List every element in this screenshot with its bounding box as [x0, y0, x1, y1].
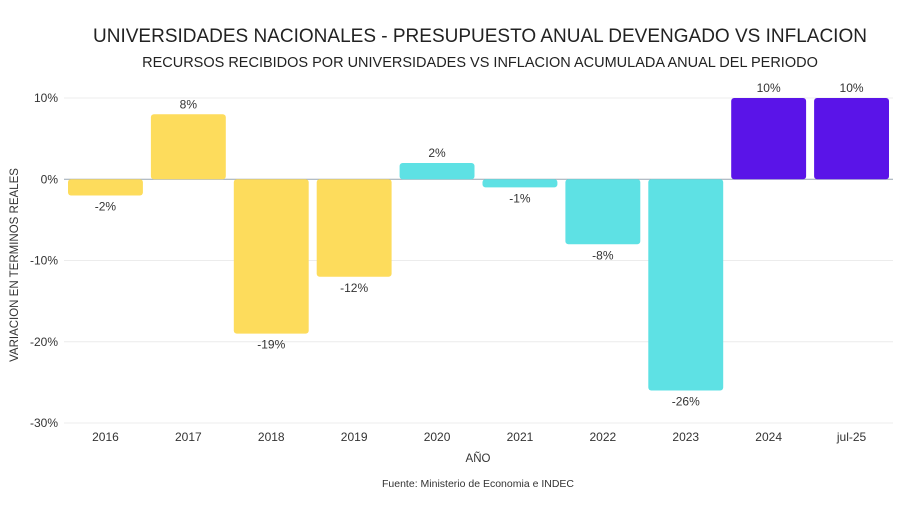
x-tick-label: 2024	[755, 430, 782, 444]
data-label: -1%	[509, 191, 531, 205]
x-tick-label: 2018	[258, 430, 285, 444]
x-tick-label: 2022	[589, 430, 616, 444]
y-axis-label: VARIACION EN TERMINOS REALES	[9, 168, 21, 362]
bar-jul-25	[814, 98, 889, 180]
source-note: Fuente: Ministerio de Economia e INDEC	[382, 478, 574, 490]
data-label: 2%	[428, 146, 446, 160]
y-tick-label: 0%	[41, 172, 59, 186]
x-tick-label: 2023	[672, 430, 699, 444]
bar-2018	[233, 179, 309, 334]
bar-2016	[68, 179, 143, 196]
bar-2019	[316, 179, 392, 277]
bar-2021	[482, 179, 558, 188]
x-axis-label: AÑO	[466, 452, 491, 465]
bar-2023	[648, 179, 724, 391]
x-tick-label: 2017	[175, 430, 202, 444]
x-tick-label: 2016	[92, 430, 119, 444]
bar-2017	[150, 114, 226, 180]
bar-2022	[565, 179, 641, 245]
data-label: -26%	[672, 395, 700, 409]
data-label: -12%	[340, 281, 368, 295]
chart-subtitle: RECURSOS RECIBIDOS POR UNIVERSIDADES VS …	[142, 55, 818, 71]
x-tick-label: jul-25	[836, 430, 867, 444]
x-tick-label: 2019	[341, 430, 368, 444]
y-tick-label: 10%	[34, 91, 58, 105]
data-label: -19%	[257, 338, 285, 352]
data-label: 10%	[757, 81, 781, 95]
data-label: -2%	[95, 200, 117, 214]
data-label: 8%	[180, 97, 198, 111]
y-tick-label: -10%	[30, 254, 58, 268]
x-tick-label: 2020	[424, 430, 451, 444]
y-tick-label: -30%	[30, 416, 58, 430]
data-label: 10%	[840, 81, 864, 95]
bar-2020	[399, 163, 475, 180]
bar-2024	[731, 98, 807, 180]
y-tick-label: -20%	[30, 335, 58, 349]
data-label: -8%	[592, 248, 614, 262]
x-tick-label: 2021	[507, 430, 534, 444]
chart-title: UNIVERSIDADES NACIONALES - PRESUPUESTO A…	[93, 26, 867, 47]
